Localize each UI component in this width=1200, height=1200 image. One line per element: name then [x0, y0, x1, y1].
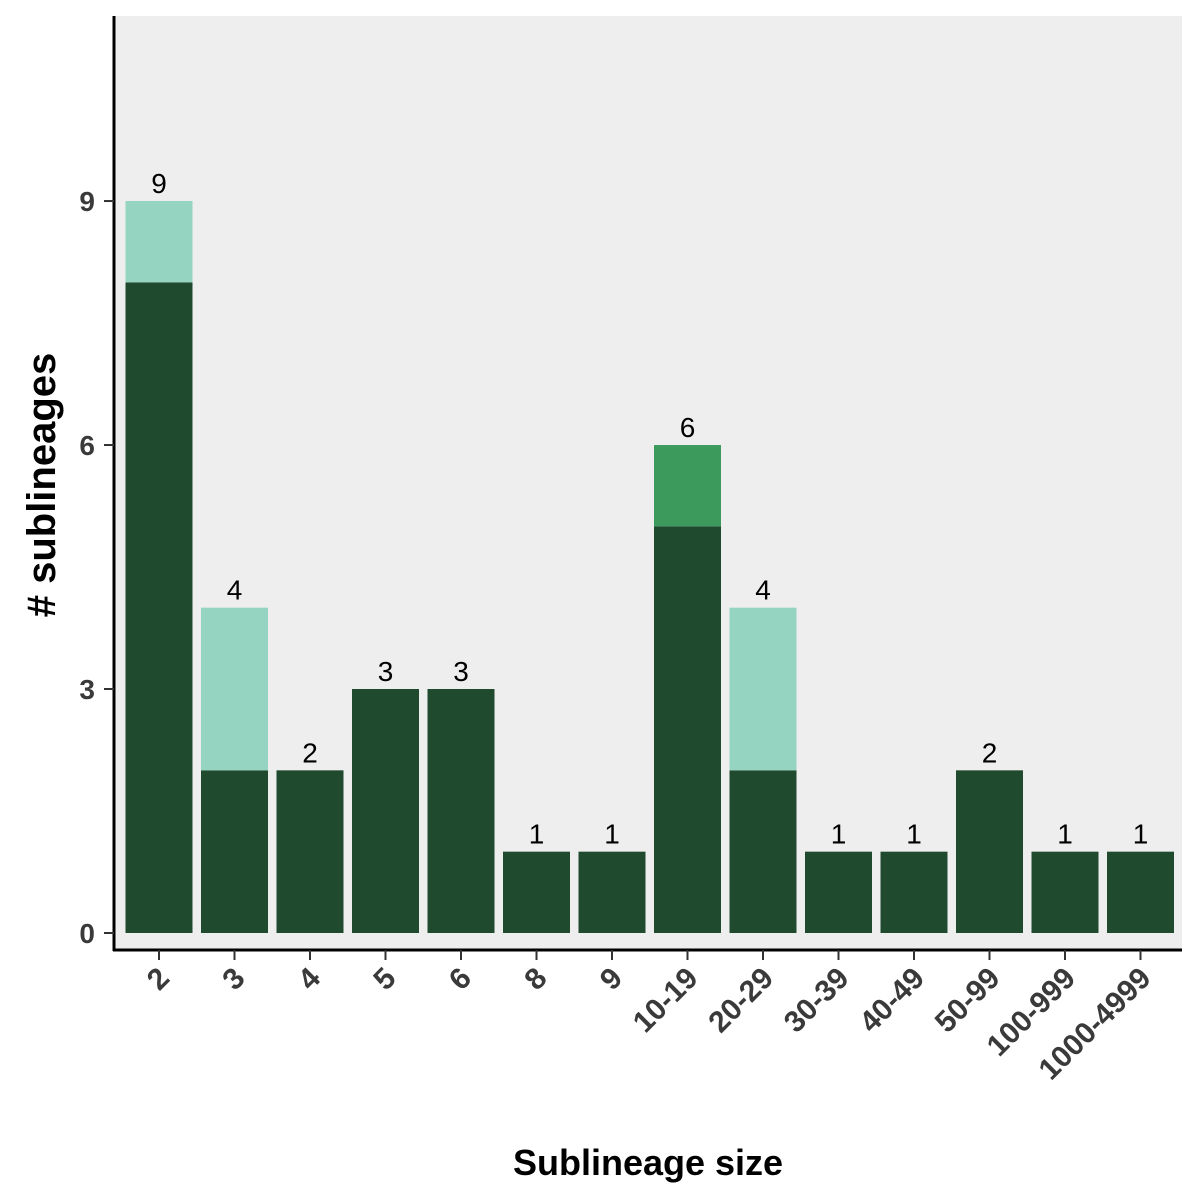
x-tick-label-3: 3	[216, 962, 251, 997]
x-tick-label-8: 8	[518, 962, 553, 997]
x-tick-label-6: 6	[443, 962, 478, 997]
bar-20-29-segment-1	[729, 770, 797, 933]
bar-3-segment-1	[201, 770, 268, 933]
bar-20-29-segment-2	[729, 607, 797, 771]
x-tick-label-40-49: 40-49	[853, 962, 931, 1040]
data-label-100-999: 1	[1057, 819, 1073, 850]
data-label-30-39: 1	[831, 819, 847, 850]
bar-40-49-segment-1	[880, 851, 948, 933]
bar-10-19-segment-3	[654, 445, 721, 527]
bar-4-segment-1	[276, 770, 344, 933]
bar-2-segment-1	[125, 282, 193, 933]
x-axis-title: Sublineage size	[513, 1142, 783, 1183]
data-label-2: 9	[151, 168, 167, 199]
data-label-20-29: 4	[755, 575, 771, 606]
bar-10-19-segment-1	[654, 526, 721, 933]
data-label-3: 4	[227, 575, 243, 606]
bar-100-999-segment-1	[1031, 851, 1099, 933]
data-label-40-49: 1	[906, 819, 922, 850]
bar-3-segment-2	[201, 607, 268, 771]
x-tick-label-30-39: 30-39	[778, 962, 856, 1040]
y-tick-label-6: 6	[79, 430, 95, 461]
bar-9-segment-1	[578, 851, 646, 933]
data-label-1000-4999: 1	[1133, 819, 1149, 850]
y-ticks: 0 3 6 9	[79, 186, 114, 949]
data-label-5: 3	[378, 656, 394, 687]
y-tick-label-3: 3	[79, 674, 95, 705]
x-tick-label-20-29: 20-29	[702, 962, 780, 1040]
bar-6-segment-1	[427, 689, 495, 933]
bar-8-segment-1	[503, 851, 570, 933]
bar-5-segment-1	[352, 689, 419, 933]
bar-30-39-segment-1	[805, 851, 872, 933]
data-label-6: 3	[453, 656, 469, 687]
bar-2-segment-2	[125, 201, 193, 283]
x-tick-label-2: 2	[141, 962, 176, 997]
data-labels: 9 4 2 3 3 1 1 6 4 1 1 2 1 1	[151, 168, 1148, 850]
bars	[125, 201, 1174, 933]
data-label-50-99: 2	[982, 737, 998, 768]
y-tick-label-0: 0	[79, 918, 95, 949]
data-label-10-19: 6	[680, 412, 696, 443]
data-label-8: 1	[529, 819, 545, 850]
y-axis-title: # sublineages	[20, 353, 64, 618]
data-label-4: 2	[302, 737, 318, 768]
x-tick-label-10-19: 10-19	[627, 962, 705, 1040]
x-ticks: 2 3 4 5 6 8 910-1920-2930-3940-4950-99100-9991…	[141, 950, 1157, 1086]
data-label-9: 1	[604, 819, 620, 850]
bar-50-99-segment-1	[956, 770, 1023, 933]
x-tick-label-9: 9	[594, 962, 629, 997]
bar-1000-4999-segment-1	[1107, 851, 1174, 933]
y-tick-label-9: 9	[79, 186, 95, 217]
x-tick-label-5: 5	[367, 962, 402, 997]
x-tick-label-4: 4	[292, 961, 327, 996]
